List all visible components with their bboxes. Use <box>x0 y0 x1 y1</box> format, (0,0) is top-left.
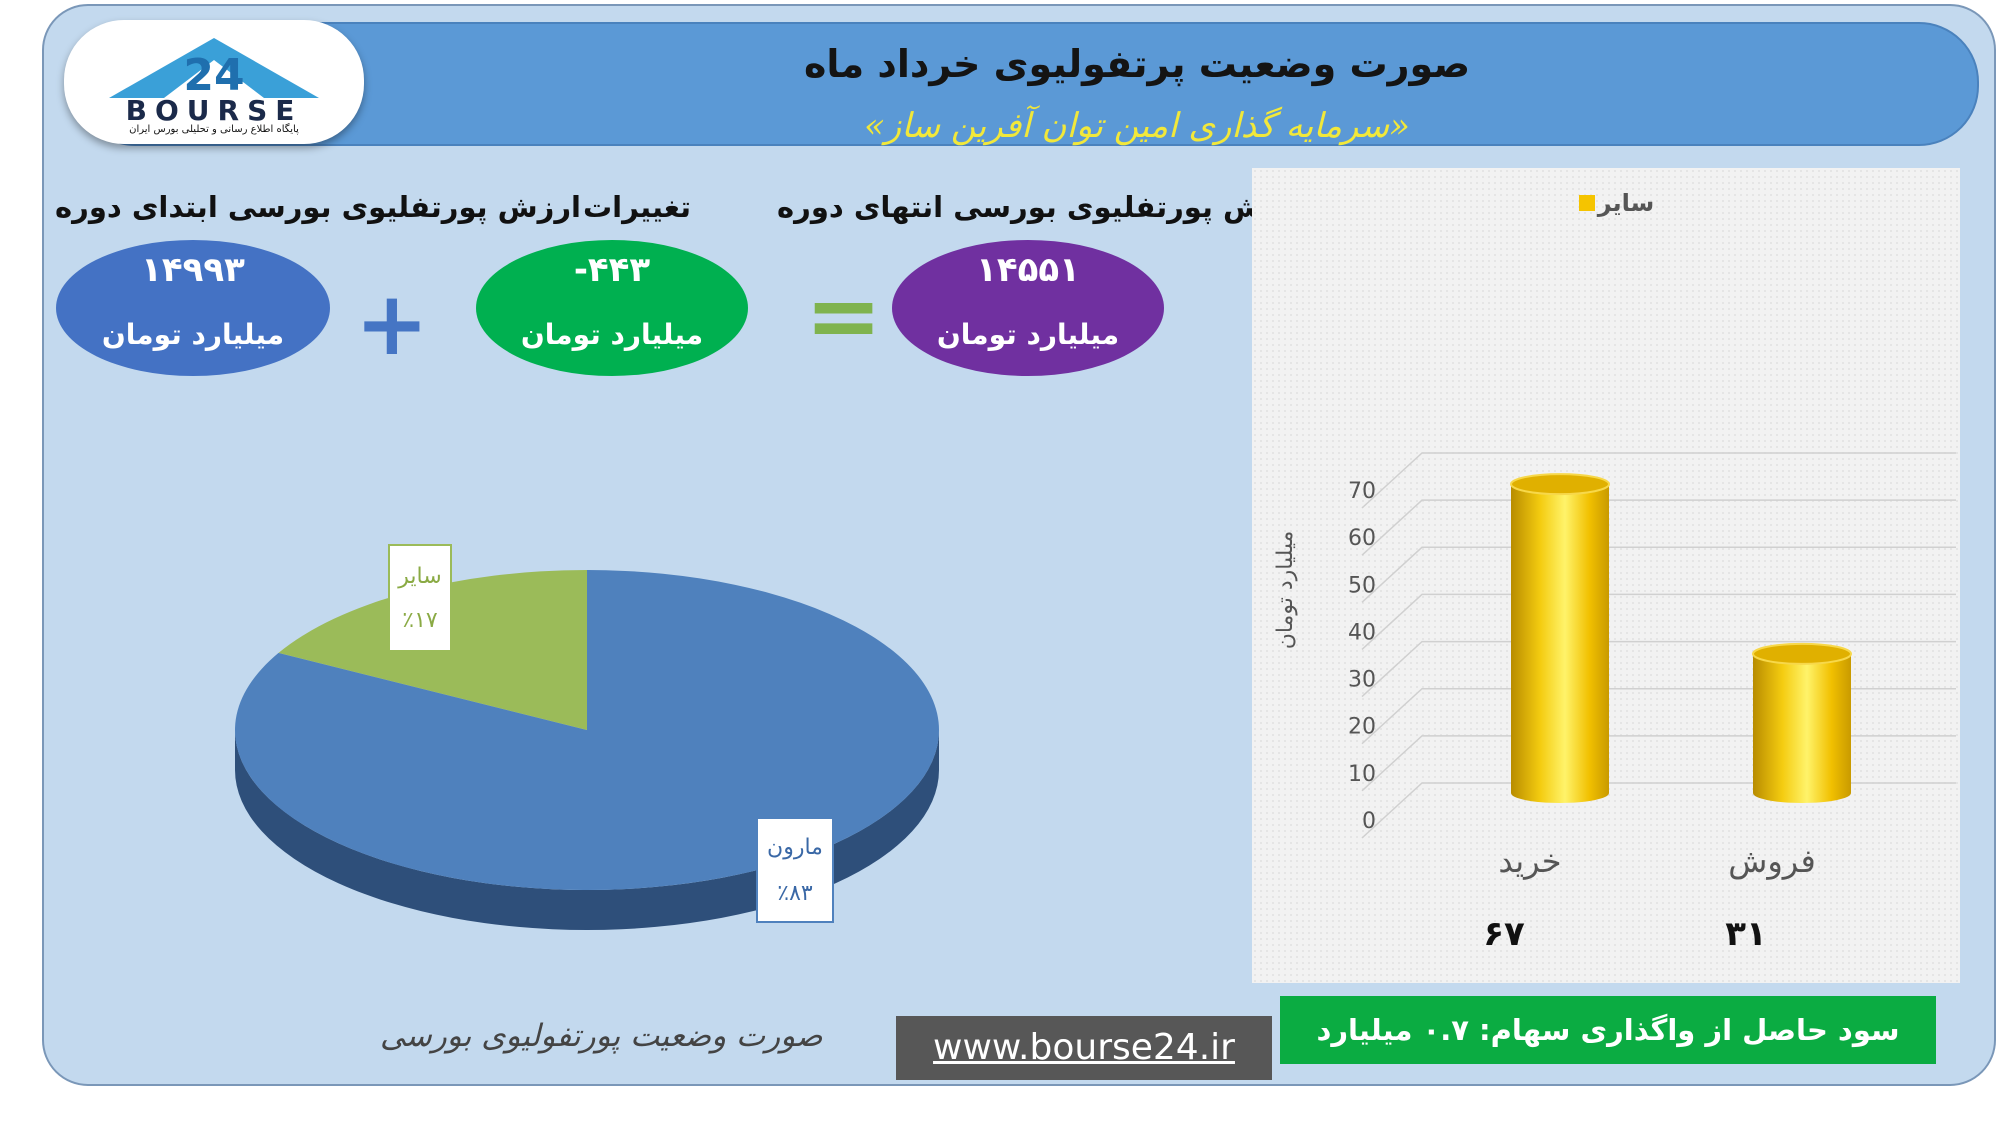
start-value-oval: ۱۴۹۹۳ میلیارد تومان <box>56 240 330 376</box>
start-value: ۱۴۹۹۳ <box>141 250 245 290</box>
start-value-unit: میلیارد تومان <box>101 318 285 351</box>
end-value: ۱۴۵۵۱ <box>976 250 1080 290</box>
change-value: -۴۴۳ <box>573 250 651 290</box>
end-value-oval: ۱۴۵۵۱ میلیارد تومان <box>892 240 1164 376</box>
pie-label-maroon-name: مارون <box>767 835 823 860</box>
gridline <box>1361 546 1956 603</box>
bar-chart-y-axis-label: میلیارد تومان <box>1273 531 1298 650</box>
gridline <box>1361 452 1956 509</box>
y-tick-label: 10 <box>1348 762 1376 787</box>
bar-chart-y-ticks: 0 10 20 30 40 50 60 70 <box>1348 479 1376 834</box>
bourse24-logo: 24 BOURSE پایگاه اطلاع رسانی و تحلیلی بو… <box>64 20 364 144</box>
gridline <box>1361 640 1956 698</box>
legend-swatch <box>1579 195 1595 211</box>
legend-label: سایر <box>1597 189 1655 217</box>
logo-mountain-icon: 24 <box>109 38 319 100</box>
y-tick-label: 70 <box>1348 479 1376 504</box>
start-value-label: ارزش پورتفلیوی بورسی ابتدای دوره <box>55 190 581 224</box>
buy-sell-bar-chart: 0 10 20 30 40 50 60 70 سایر میلیارد تومان خرید ۶… <box>1252 168 1960 983</box>
title-banner: صورت وضعیت پرتفولیوی خرداد ماه «سرمایه گ… <box>75 22 1979 146</box>
bar-chart-bars <box>1510 473 1852 803</box>
bar-body <box>1753 653 1851 803</box>
website-link[interactable]: www.bourse24.ir <box>896 1016 1272 1080</box>
bar-buy <box>1510 473 1610 803</box>
y-tick-label: 50 <box>1348 573 1376 598</box>
bar-value-label: ۳۱ <box>1725 914 1767 954</box>
end-value-unit: میلیارد تومان <box>936 318 1120 351</box>
change-value-unit: میلیارد تومان <box>520 318 704 351</box>
y-tick-label: 60 <box>1348 526 1376 551</box>
bar-value-label: ۶۷ <box>1483 914 1525 954</box>
plus-sign: + <box>355 272 429 375</box>
x-category-label: فروش <box>1728 842 1815 880</box>
bar-chart-legend: سایر <box>1579 189 1654 217</box>
y-tick-label: 20 <box>1348 715 1376 740</box>
y-tick-label: 40 <box>1348 620 1376 645</box>
pie-label-maroon: مارون ٪۸۳ <box>756 817 834 923</box>
pie-label-other-name: سایر <box>397 564 441 589</box>
equals-sign: = <box>805 262 883 369</box>
x-category-label: خرید <box>1498 842 1561 880</box>
pie-label-other-value: ٪۱۷ <box>402 608 438 633</box>
page-title: صورت وضعیت پرتفولیوی خرداد ماه <box>803 42 1471 86</box>
bar-top-cap <box>1752 642 1852 665</box>
pie-label-other: سایر ٪۱۷ <box>388 544 452 652</box>
profit-note: سود حاصل از واگذاری سهام: ۰.۷ میلیارد تو… <box>1280 996 1936 1115</box>
page-subtitle: «سرمایه گذاری امین توان آفرین ساز» <box>864 106 1410 146</box>
gridline <box>1361 499 1956 556</box>
logo-tagline: پایگاه اطلاع رسانی و تحلیلی بورس ایران <box>129 124 299 135</box>
pie-label-maroon-value: ٪۸۳ <box>777 881 813 906</box>
bar-sell <box>1752 642 1852 803</box>
change-label: تغییرات <box>583 190 692 224</box>
logo-brand-text: BOURSE <box>125 94 303 127</box>
end-value-label: ارزش پورتفلیوی بورسی انتهای دوره <box>777 190 1307 224</box>
gridline <box>1361 593 1956 650</box>
y-tick-label: 30 <box>1348 668 1376 693</box>
bar-body <box>1511 484 1609 803</box>
footer-caption: صورت وضعیت پورتفولیوی بورسی <box>380 1018 823 1054</box>
bar-chart-panel: 0 10 20 30 40 50 60 70 سایر میلیارد تومان خرید ۶… <box>1252 168 1960 983</box>
portfolio-pie-chart: سایر ٪۱۷ مارون ٪۸۳ <box>235 544 939 930</box>
bar-top-cap <box>1510 473 1610 496</box>
change-value-oval: -۴۴۳ میلیارد تومان <box>476 240 748 376</box>
logo-number: 24 <box>183 50 244 100</box>
y-tick-label: 0 <box>1362 809 1376 834</box>
